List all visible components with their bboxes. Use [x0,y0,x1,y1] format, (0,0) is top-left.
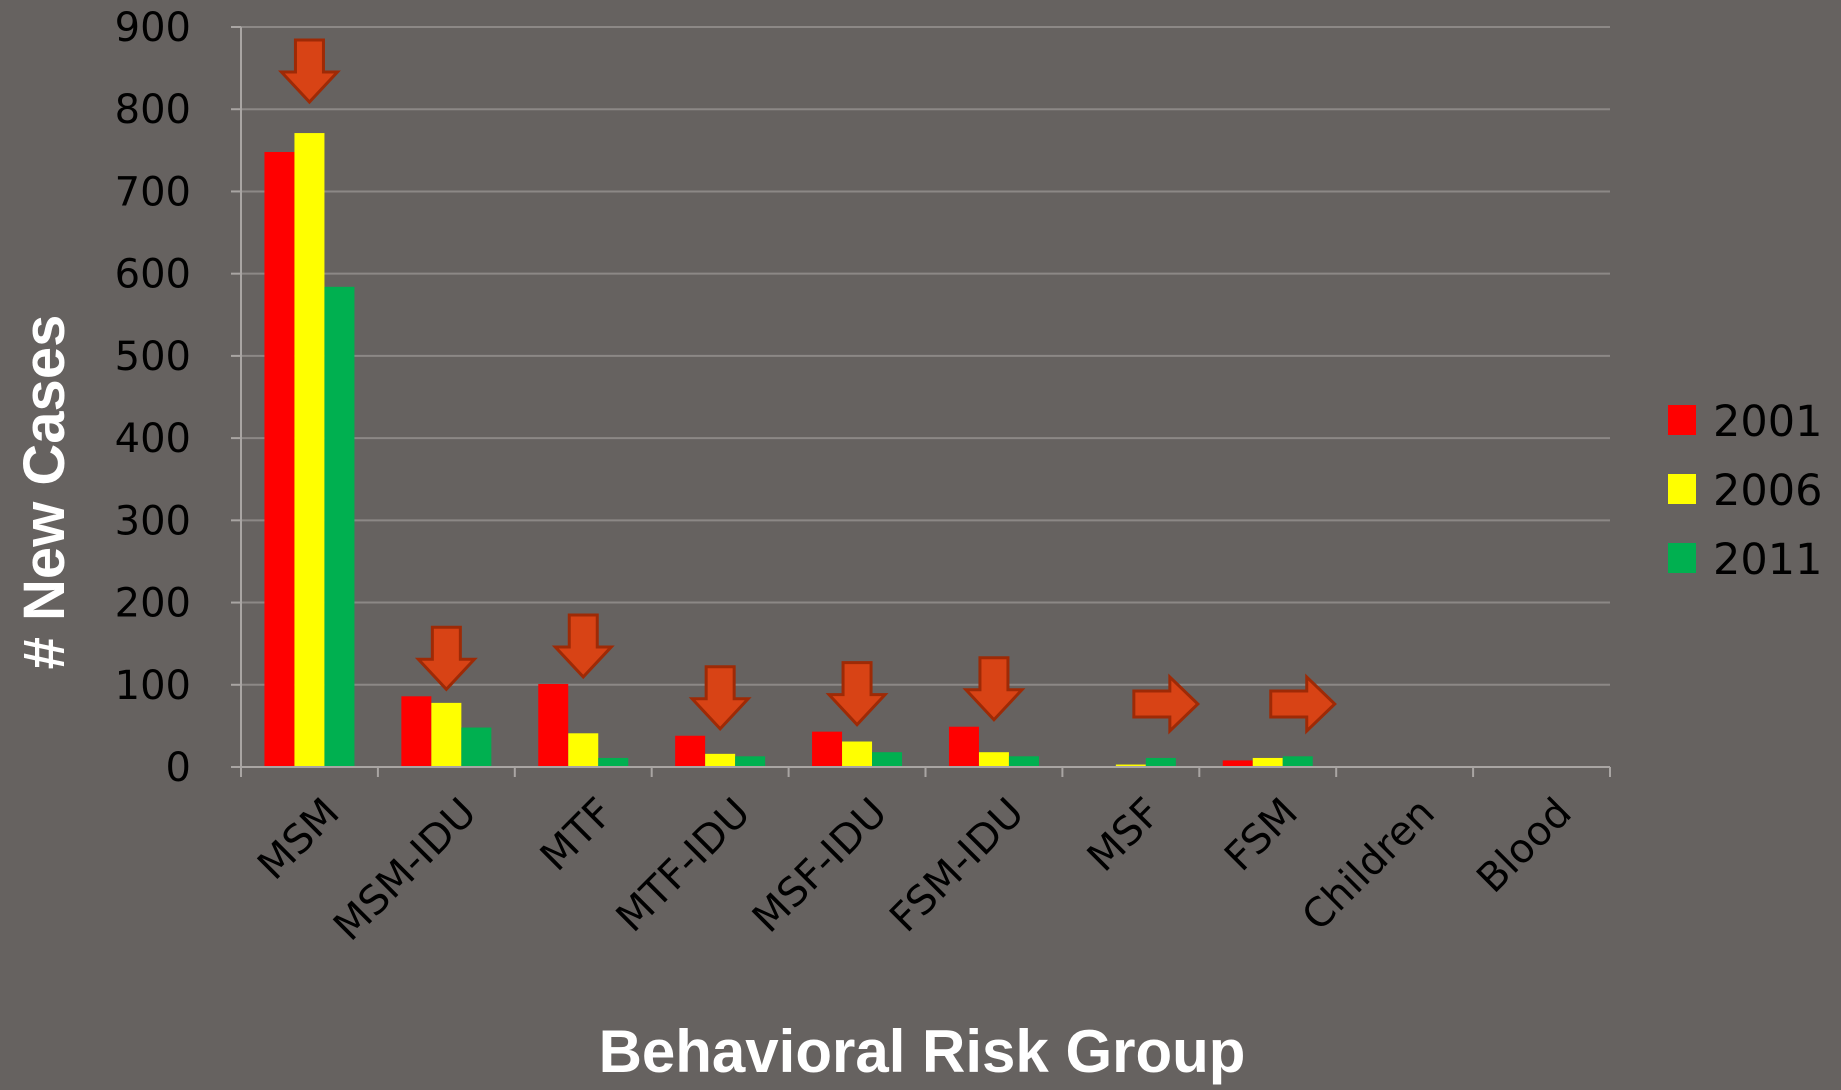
y-tick-label: 600 [115,252,191,298]
legend-label: 2006 [1713,466,1822,516]
x-tick-label: Blood [1468,790,1580,902]
bar-2001-MTF [538,683,569,767]
bar-2001-MSM-IDU [401,696,432,767]
legend-label: 2011 [1713,535,1822,585]
bar-2006-MSM [294,133,325,768]
arrow-down-icon [414,625,478,692]
legend: 2001 2006 2011 [1668,397,1822,585]
arrow-right-icon [1269,673,1337,735]
bar-2001-FSM [1222,760,1253,767]
bar-2006-MSF [1115,764,1146,767]
y-tick-label: 400 [115,416,191,462]
legend-label: 2001 [1713,397,1822,447]
x-tick-label: MTF-IDU [608,790,760,942]
legend-swatch-2006 [1668,474,1696,504]
y-tick-label: 300 [115,498,191,544]
x-tick-label: MSM-IDU [325,790,485,950]
bar-2011-FSM-IDU [1008,756,1039,767]
bars [264,133,1420,768]
bar-2011-MSM [324,286,355,767]
y-tick-label: 900 [115,5,191,51]
x-axis-title: Behavioral Risk Group [599,1018,1246,1085]
bar-2011-MTF-IDU [735,756,766,767]
y-tick-label: 100 [115,663,191,709]
bar-2011-MSF-IDU [872,752,903,767]
arrow-down-icon [688,665,752,731]
y-tick-label: 200 [115,581,191,627]
x-tick-label: MSF-IDU [744,790,896,942]
y-tick-label: 0 [166,745,191,791]
bar-2011-MTF [598,757,629,767]
x-tick-label: FSM-IDU [881,790,1033,942]
bar-2006-FSM [1252,757,1283,767]
bar-2001-FSM-IDU [948,726,979,767]
x-tick-label: Children [1294,790,1444,940]
legend-swatch-2011 [1668,543,1696,573]
y-axis-title: # New Cases [12,315,77,670]
bar-2001-MSM [264,151,295,767]
y-tick-label: 700 [115,169,191,215]
bar-2001-MTF-IDU [675,735,706,767]
bar-2011-MSF [1145,757,1176,767]
arrow-down-icon [551,613,615,680]
y-tick-label: 500 [115,334,191,380]
arrow-down-icon [962,656,1026,722]
gridlines [241,26,1610,686]
bar-2011-FSM [1282,756,1313,767]
bar-2001-MSF-IDU [812,731,843,767]
bar-2011-MSM-IDU [461,727,492,767]
x-tick-label: MTF [532,790,622,880]
bar-2006-MTF [568,733,599,767]
y-tick-label: 800 [115,87,191,133]
x-tick-label: MSM [249,790,348,889]
bar-2006-MSF-IDU [842,741,873,767]
arrow-down-icon [277,38,341,105]
annotation-arrows [277,38,1337,735]
bar-2006-MTF-IDU [705,753,736,767]
x-tick-label: FSM [1216,790,1307,881]
arrow-right-icon [1132,673,1201,735]
x-tick-label: MSF [1079,790,1170,881]
bar-2006-FSM-IDU [978,752,1009,767]
legend-swatch-2001 [1668,405,1696,435]
arrow-down-icon [825,661,889,727]
bar-2006-MSM-IDU [431,702,462,767]
